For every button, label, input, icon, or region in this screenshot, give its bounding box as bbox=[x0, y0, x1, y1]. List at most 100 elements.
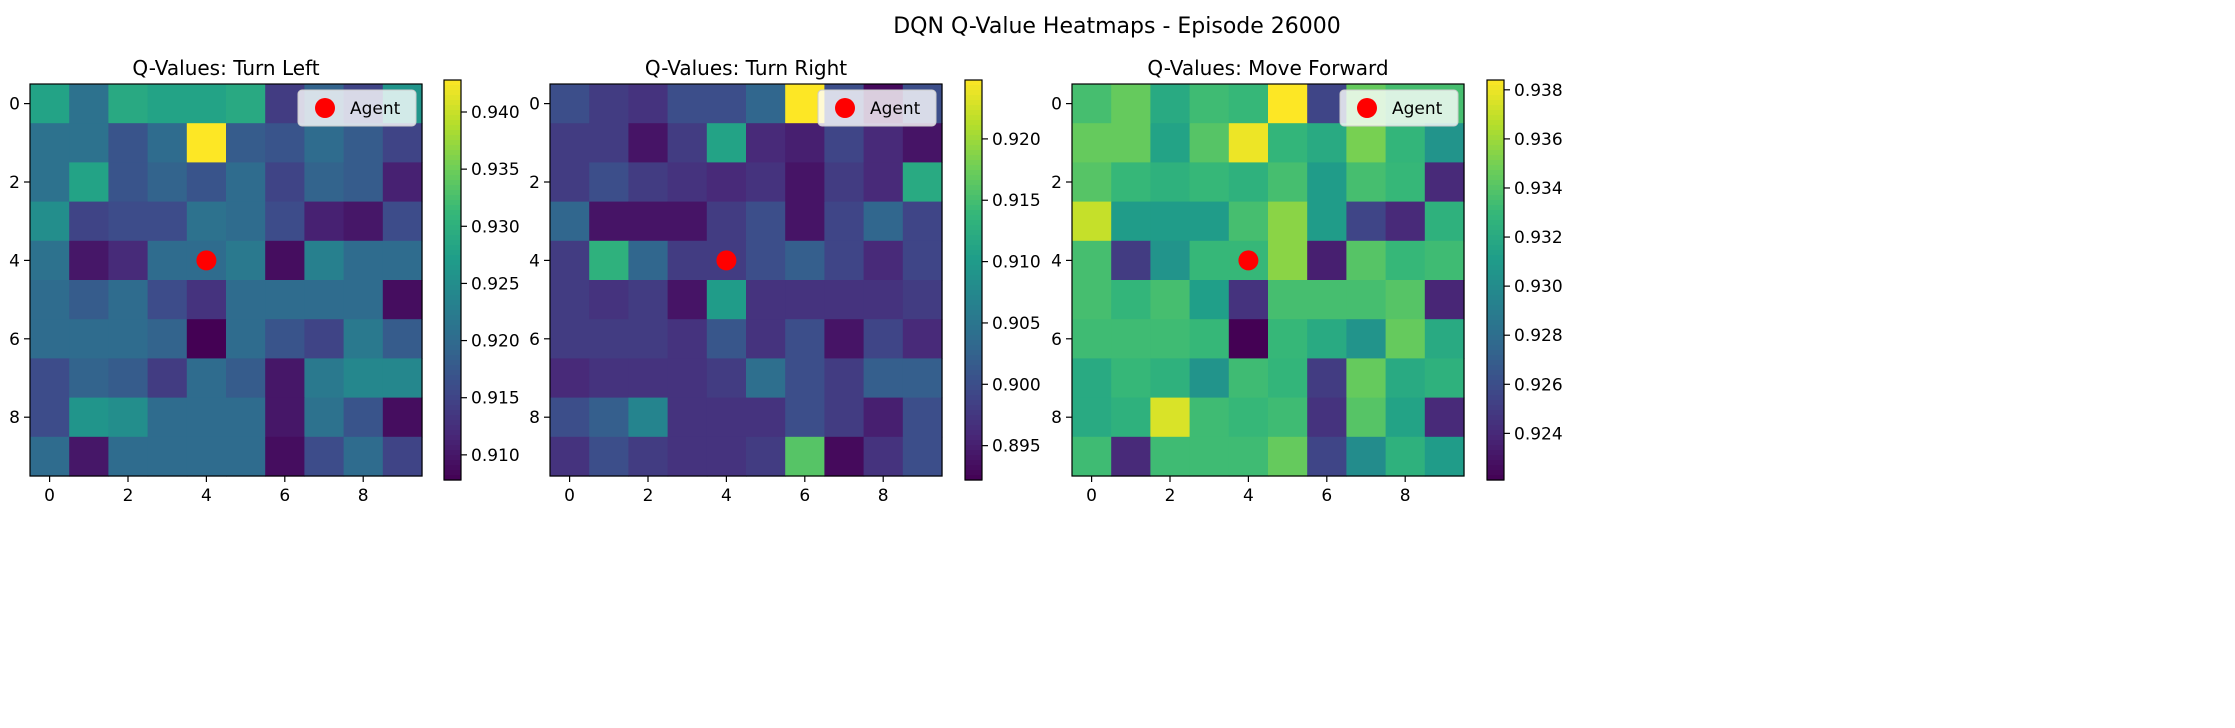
colorbar-segment bbox=[965, 295, 982, 301]
colorbar-segment bbox=[965, 445, 982, 451]
x-tick-label: 0 bbox=[564, 486, 575, 506]
heatmap-cell bbox=[667, 84, 708, 124]
y-tick-label: 6 bbox=[9, 330, 20, 350]
heatmap-cell bbox=[186, 436, 227, 477]
colorbar-segment bbox=[444, 115, 461, 121]
heatmap-cell bbox=[1150, 280, 1191, 320]
colorbar-segment bbox=[1487, 225, 1504, 231]
heatmap-cell bbox=[863, 201, 904, 242]
heatmap-cell bbox=[589, 123, 629, 163]
heatmap-cell bbox=[1189, 162, 1230, 203]
heatmap-cell bbox=[667, 123, 708, 163]
heatmap-cell bbox=[382, 123, 423, 163]
heatmap-cells bbox=[30, 84, 423, 477]
heatmap-cell bbox=[1189, 240, 1230, 281]
heatmap-cell bbox=[1228, 397, 1269, 438]
heatmap-cell bbox=[1424, 201, 1465, 242]
colorbar-segment bbox=[965, 305, 982, 311]
heatmap-cell bbox=[824, 397, 865, 438]
heatmap-cell bbox=[550, 240, 590, 281]
legend-label: Agent bbox=[350, 99, 401, 119]
heatmap-cell bbox=[1111, 240, 1151, 281]
heatmap-cell bbox=[628, 84, 669, 124]
colorbar-segment bbox=[965, 270, 982, 276]
colorbar-segment bbox=[965, 205, 982, 211]
y-tick-label: 2 bbox=[529, 173, 540, 193]
heatmap-cell bbox=[1268, 358, 1308, 399]
colorbar-segment bbox=[965, 100, 982, 106]
heatmap-cell bbox=[706, 319, 747, 359]
heatmap-cell bbox=[1307, 397, 1347, 438]
colorbar-segment bbox=[444, 420, 461, 426]
heatmap-cell bbox=[1268, 162, 1308, 203]
heatmap-cell bbox=[746, 123, 786, 163]
heatmap-cell bbox=[69, 201, 109, 242]
heatmap-cell bbox=[1385, 162, 1426, 203]
colorbar-frame bbox=[964, 79, 983, 481]
y-tick-label: 6 bbox=[529, 330, 540, 350]
heatmap-cell bbox=[226, 319, 266, 359]
heatmap-cell bbox=[589, 162, 629, 203]
heatmap-cell bbox=[1228, 162, 1269, 203]
colorbar-segment bbox=[444, 260, 461, 266]
heatmap-cell bbox=[226, 201, 266, 242]
colorbar-tick-label: 0.900 bbox=[992, 375, 1041, 395]
colorbar-segment bbox=[444, 230, 461, 236]
heatmap-cell bbox=[1150, 162, 1191, 203]
legend-label: Agent bbox=[1392, 99, 1443, 119]
heatmap-panel-3: Q-Values: Move Forward 0 2 4 6 8 0 2 4 6 8 Agent 0.9… bbox=[1051, 56, 1563, 506]
x-tick-label: 2 bbox=[1165, 486, 1176, 506]
heatmap-cell bbox=[1072, 201, 1112, 242]
colorbar-segment bbox=[965, 345, 982, 351]
colorbar-segment bbox=[444, 395, 461, 401]
colorbar-segment bbox=[1487, 325, 1504, 331]
heatmap-cell bbox=[186, 162, 227, 203]
colorbar-segment bbox=[444, 330, 461, 336]
heatmap-cell bbox=[304, 280, 345, 320]
colorbar-segment bbox=[444, 310, 461, 316]
colorbar-segment bbox=[444, 180, 461, 186]
colorbar-segment bbox=[965, 140, 982, 146]
colorbar-segment bbox=[1487, 195, 1504, 201]
heatmap-cell bbox=[667, 319, 708, 359]
heatmap-cell bbox=[902, 358, 943, 399]
heatmap-cell bbox=[667, 436, 708, 477]
x-tick-label: 6 bbox=[279, 486, 290, 506]
heatmap-cell bbox=[863, 319, 904, 359]
colorbar-tick-label: 0.928 bbox=[1514, 326, 1563, 346]
colorbar-segment bbox=[1487, 215, 1504, 221]
heatmap-cell bbox=[1150, 397, 1191, 438]
colorbar-segment bbox=[965, 465, 982, 471]
colorbar-tick-label: 0.925 bbox=[471, 274, 520, 294]
heatmap-cell bbox=[550, 123, 590, 163]
colorbar-segment bbox=[965, 220, 982, 226]
colorbar-segment bbox=[1487, 385, 1504, 391]
colorbar-segment bbox=[965, 310, 982, 316]
colorbar-segment bbox=[444, 200, 461, 206]
colorbar-segment bbox=[1487, 315, 1504, 321]
heatmap-cell bbox=[1307, 162, 1347, 203]
heatmap-cell bbox=[147, 162, 188, 203]
colorbar-segment bbox=[444, 240, 461, 246]
heatmap-cell bbox=[863, 123, 904, 163]
agent-marker bbox=[1238, 250, 1259, 271]
heatmap-cell bbox=[1346, 397, 1387, 438]
colorbar-segment bbox=[444, 435, 461, 441]
colorbar-segment bbox=[1487, 360, 1504, 366]
heatmap-cell bbox=[746, 280, 786, 320]
heatmap-cell bbox=[1268, 397, 1308, 438]
x-tick-label: 4 bbox=[201, 486, 212, 506]
colorbar-segment bbox=[965, 350, 982, 356]
heatmap-cell bbox=[746, 319, 786, 359]
colorbar-segment bbox=[444, 130, 461, 136]
heatmap-cell bbox=[1307, 123, 1347, 163]
heatmap-cell bbox=[69, 84, 109, 124]
heatmap-cell bbox=[746, 201, 786, 242]
colorbar-segment bbox=[1487, 265, 1504, 271]
colorbar-segment bbox=[444, 465, 461, 471]
colorbar-segment bbox=[1487, 80, 1504, 86]
heatmap-cell bbox=[382, 397, 423, 438]
colorbar-segment bbox=[444, 390, 461, 396]
heatmap-cell bbox=[1346, 358, 1387, 399]
colorbar-segment bbox=[444, 185, 461, 191]
